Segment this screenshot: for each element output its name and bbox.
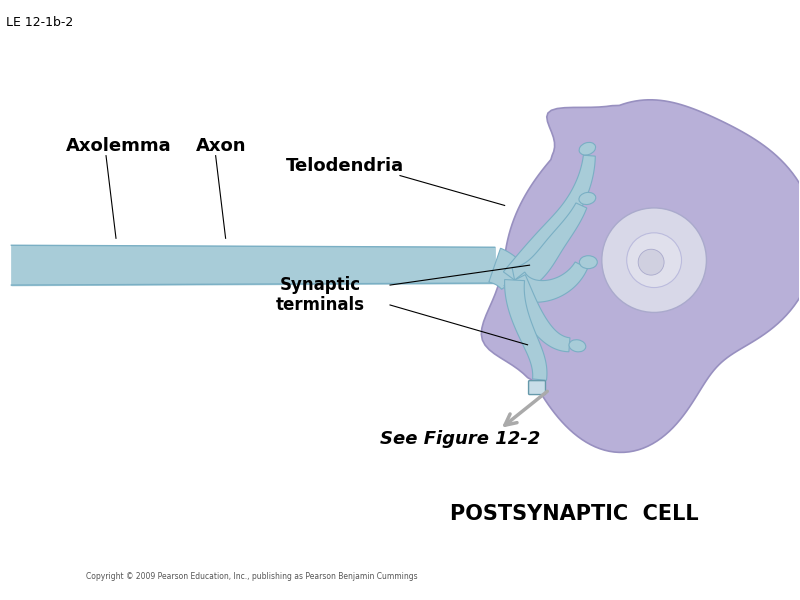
Polygon shape	[489, 248, 527, 289]
Text: See Figure 12-2: See Figure 12-2	[380, 430, 540, 448]
Text: Synaptic
terminals: Synaptic terminals	[275, 275, 365, 314]
Text: LE 12-1b-2: LE 12-1b-2	[6, 16, 74, 29]
Text: Axolemma: Axolemma	[66, 137, 172, 155]
FancyBboxPatch shape	[529, 380, 546, 395]
Polygon shape	[482, 100, 800, 452]
Ellipse shape	[569, 340, 586, 352]
Ellipse shape	[579, 142, 595, 155]
Ellipse shape	[579, 256, 598, 269]
Polygon shape	[504, 275, 570, 352]
Text: Telodendria: Telodendria	[286, 157, 403, 175]
Text: Axon: Axon	[196, 137, 246, 155]
Circle shape	[638, 249, 664, 275]
Polygon shape	[503, 155, 595, 289]
Ellipse shape	[602, 208, 706, 313]
Ellipse shape	[579, 193, 596, 205]
Text: POSTSYNAPTIC  CELL: POSTSYNAPTIC CELL	[450, 504, 698, 524]
Polygon shape	[512, 203, 586, 293]
Polygon shape	[505, 262, 587, 302]
Ellipse shape	[626, 233, 682, 287]
Text: Copyright © 2009 Pearson Education, Inc., publishing as Pearson Benjamin Cumming: Copyright © 2009 Pearson Education, Inc.…	[86, 572, 418, 581]
Polygon shape	[505, 280, 547, 380]
